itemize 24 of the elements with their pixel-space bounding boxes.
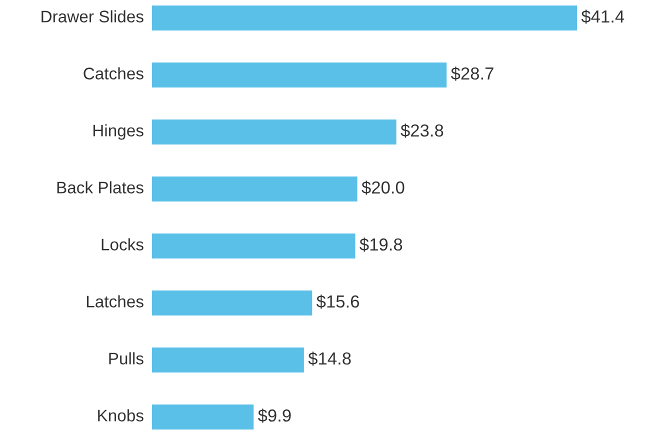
bar: [152, 119, 396, 145]
data-label: $14.8: [308, 352, 351, 366]
bar: [152, 233, 356, 259]
y-tick-label: Hinges: [93, 124, 144, 140]
y-tick-label: Latches: [86, 295, 144, 308]
data-label: $23.8: [400, 124, 444, 138]
bar: [152, 404, 254, 430]
bar: [152, 290, 312, 316]
bar: [152, 347, 304, 373]
data-label: $20.0: [362, 180, 404, 195]
data-label: $28.7: [450, 66, 494, 81]
data-label: $19.8: [360, 238, 402, 252]
y-tick-label: Locks: [102, 238, 144, 250]
y-tick-label: Pulls: [109, 352, 144, 364]
y-tick-label: Drawer Slides: [42, 10, 144, 22]
bar: [152, 62, 447, 88]
bar: [152, 5, 577, 31]
y-tick-label: Knobs: [98, 409, 144, 422]
data-label: $9.9: [258, 408, 291, 423]
data-label: $41.4: [581, 10, 624, 24]
bar: [152, 176, 358, 202]
y-tick-label: Back Plates: [57, 181, 144, 194]
data-label: $15.6: [316, 294, 359, 309]
y-tick-label: Catches: [84, 67, 144, 80]
